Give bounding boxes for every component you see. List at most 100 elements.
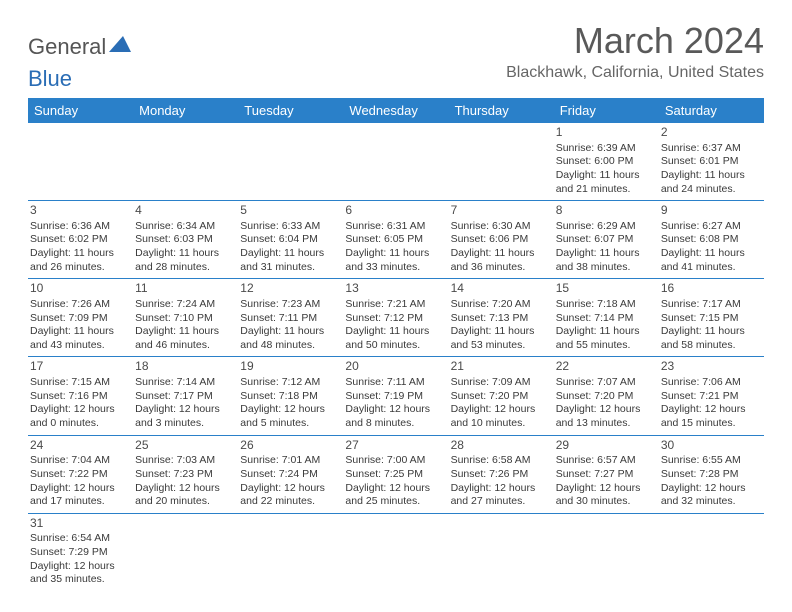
sunset-text: Sunset: 7:20 PM [556, 390, 655, 404]
sunrise-text: Sunrise: 7:17 AM [661, 298, 760, 312]
logo-text-1: General [28, 34, 106, 60]
daylight2-text: and 0 minutes. [30, 417, 129, 431]
weekday-header-row: Sunday Monday Tuesday Wednesday Thursday… [28, 98, 764, 123]
daylight1-text: Daylight: 11 hours [661, 325, 760, 339]
calendar-cell: 29Sunrise: 6:57 AMSunset: 7:27 PMDayligh… [554, 435, 659, 513]
daylight2-text: and 13 minutes. [556, 417, 655, 431]
sunrise-text: Sunrise: 6:39 AM [556, 142, 655, 156]
sunrise-text: Sunrise: 7:03 AM [135, 454, 234, 468]
day-number: 7 [451, 203, 550, 219]
day-number: 1 [556, 125, 655, 141]
day-number: 28 [451, 438, 550, 454]
calendar-cell: 31Sunrise: 6:54 AMSunset: 7:29 PMDayligh… [28, 513, 133, 591]
day-number: 12 [240, 281, 339, 297]
daylight1-text: Daylight: 12 hours [345, 482, 444, 496]
sunset-text: Sunset: 7:27 PM [556, 468, 655, 482]
sunset-text: Sunset: 6:08 PM [661, 233, 760, 247]
calendar-cell: 16Sunrise: 7:17 AMSunset: 7:15 PMDayligh… [659, 279, 764, 357]
daylight2-text: and 5 minutes. [240, 417, 339, 431]
daylight2-text: and 35 minutes. [30, 573, 129, 587]
calendar-cell: 23Sunrise: 7:06 AMSunset: 7:21 PMDayligh… [659, 357, 764, 435]
sunrise-text: Sunrise: 6:36 AM [30, 220, 129, 234]
daylight2-text: and 21 minutes. [556, 183, 655, 197]
calendar-cell [238, 123, 343, 201]
daylight2-text: and 24 minutes. [661, 183, 760, 197]
day-number: 26 [240, 438, 339, 454]
sunset-text: Sunset: 7:16 PM [30, 390, 129, 404]
calendar-cell: 3Sunrise: 6:36 AMSunset: 6:02 PMDaylight… [28, 201, 133, 279]
sunrise-text: Sunrise: 7:01 AM [240, 454, 339, 468]
sunset-text: Sunset: 7:19 PM [345, 390, 444, 404]
calendar-cell [343, 123, 448, 201]
daylight2-text: and 32 minutes. [661, 495, 760, 509]
sunset-text: Sunset: 7:22 PM [30, 468, 129, 482]
sunset-text: Sunset: 7:20 PM [451, 390, 550, 404]
daylight1-text: Daylight: 12 hours [556, 403, 655, 417]
daylight1-text: Daylight: 11 hours [345, 325, 444, 339]
sunrise-text: Sunrise: 7:07 AM [556, 376, 655, 390]
calendar-cell: 22Sunrise: 7:07 AMSunset: 7:20 PMDayligh… [554, 357, 659, 435]
sunrise-text: Sunrise: 6:29 AM [556, 220, 655, 234]
daylight2-text: and 20 minutes. [135, 495, 234, 509]
sunrise-text: Sunrise: 7:09 AM [451, 376, 550, 390]
sunset-text: Sunset: 6:01 PM [661, 155, 760, 169]
daylight1-text: Daylight: 11 hours [30, 325, 129, 339]
daylight1-text: Daylight: 12 hours [30, 403, 129, 417]
calendar-cell [343, 513, 448, 591]
weekday-header: Thursday [449, 98, 554, 123]
daylight1-text: Daylight: 12 hours [661, 482, 760, 496]
daylight2-text: and 46 minutes. [135, 339, 234, 353]
sunset-text: Sunset: 7:13 PM [451, 312, 550, 326]
weekday-header: Saturday [659, 98, 764, 123]
sunrise-text: Sunrise: 7:06 AM [661, 376, 760, 390]
daylight2-text: and 10 minutes. [451, 417, 550, 431]
daylight1-text: Daylight: 11 hours [661, 169, 760, 183]
calendar-cell: 12Sunrise: 7:23 AMSunset: 7:11 PMDayligh… [238, 279, 343, 357]
daylight1-text: Daylight: 11 hours [556, 169, 655, 183]
sunrise-text: Sunrise: 6:57 AM [556, 454, 655, 468]
day-number: 5 [240, 203, 339, 219]
calendar-row: 31Sunrise: 6:54 AMSunset: 7:29 PMDayligh… [28, 513, 764, 591]
sunset-text: Sunset: 7:24 PM [240, 468, 339, 482]
sunset-text: Sunset: 7:12 PM [345, 312, 444, 326]
sunrise-text: Sunrise: 6:30 AM [451, 220, 550, 234]
sunrise-text: Sunrise: 7:21 AM [345, 298, 444, 312]
sunrise-text: Sunrise: 6:54 AM [30, 532, 129, 546]
calendar-cell: 30Sunrise: 6:55 AMSunset: 7:28 PMDayligh… [659, 435, 764, 513]
calendar-cell [28, 123, 133, 201]
calendar-cell: 13Sunrise: 7:21 AMSunset: 7:12 PMDayligh… [343, 279, 448, 357]
calendar-cell: 27Sunrise: 7:00 AMSunset: 7:25 PMDayligh… [343, 435, 448, 513]
weekday-header: Sunday [28, 98, 133, 123]
sunset-text: Sunset: 6:07 PM [556, 233, 655, 247]
calendar-cell: 20Sunrise: 7:11 AMSunset: 7:19 PMDayligh… [343, 357, 448, 435]
weekday-header: Friday [554, 98, 659, 123]
sunrise-text: Sunrise: 6:31 AM [345, 220, 444, 234]
day-number: 24 [30, 438, 129, 454]
calendar-row: 1Sunrise: 6:39 AMSunset: 6:00 PMDaylight… [28, 123, 764, 201]
sunset-text: Sunset: 6:05 PM [345, 233, 444, 247]
day-number: 30 [661, 438, 760, 454]
calendar-row: 10Sunrise: 7:26 AMSunset: 7:09 PMDayligh… [28, 279, 764, 357]
day-number: 18 [135, 359, 234, 375]
sunset-text: Sunset: 6:06 PM [451, 233, 550, 247]
calendar-body: 1Sunrise: 6:39 AMSunset: 6:00 PMDaylight… [28, 123, 764, 591]
daylight1-text: Daylight: 11 hours [451, 325, 550, 339]
day-number: 2 [661, 125, 760, 141]
calendar-cell: 15Sunrise: 7:18 AMSunset: 7:14 PMDayligh… [554, 279, 659, 357]
sunrise-text: Sunrise: 6:55 AM [661, 454, 760, 468]
calendar-cell [449, 513, 554, 591]
daylight2-text: and 25 minutes. [345, 495, 444, 509]
sunset-text: Sunset: 7:28 PM [661, 468, 760, 482]
day-number: 17 [30, 359, 129, 375]
weekday-header: Wednesday [343, 98, 448, 123]
sunset-text: Sunset: 7:29 PM [30, 546, 129, 560]
sunrise-text: Sunrise: 6:37 AM [661, 142, 760, 156]
sunset-text: Sunset: 7:25 PM [345, 468, 444, 482]
daylight1-text: Daylight: 11 hours [240, 325, 339, 339]
calendar-cell: 7Sunrise: 6:30 AMSunset: 6:06 PMDaylight… [449, 201, 554, 279]
calendar-row: 24Sunrise: 7:04 AMSunset: 7:22 PMDayligh… [28, 435, 764, 513]
day-number: 10 [30, 281, 129, 297]
sunrise-text: Sunrise: 7:12 AM [240, 376, 339, 390]
day-number: 22 [556, 359, 655, 375]
daylight2-text: and 27 minutes. [451, 495, 550, 509]
